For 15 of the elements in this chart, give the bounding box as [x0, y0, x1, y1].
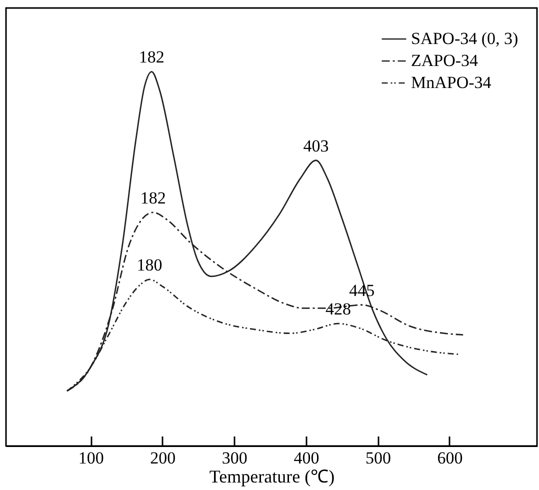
legend-label: MnAPO-34 — [411, 73, 492, 92]
annotation: 180 — [136, 255, 162, 274]
x-tick-label: 200 — [150, 448, 176, 468]
annotation: 182 — [138, 48, 164, 67]
annotation: 403 — [303, 136, 329, 156]
x-tick-label: 600 — [437, 448, 463, 468]
annotation: 428 — [325, 300, 351, 319]
x-tick-label: 300 — [222, 448, 248, 468]
x-tick-label: 100 — [78, 448, 104, 468]
x-axis-title: Temperature (℃) — [209, 466, 335, 486]
legend-label: ZAPO-34 — [411, 51, 479, 70]
x-tick-label: 400 — [294, 448, 320, 468]
legend-label: SAPO-34 (0, 3) — [411, 29, 518, 48]
x-tick-label: 500 — [365, 448, 391, 468]
annotation: 182 — [140, 188, 166, 208]
